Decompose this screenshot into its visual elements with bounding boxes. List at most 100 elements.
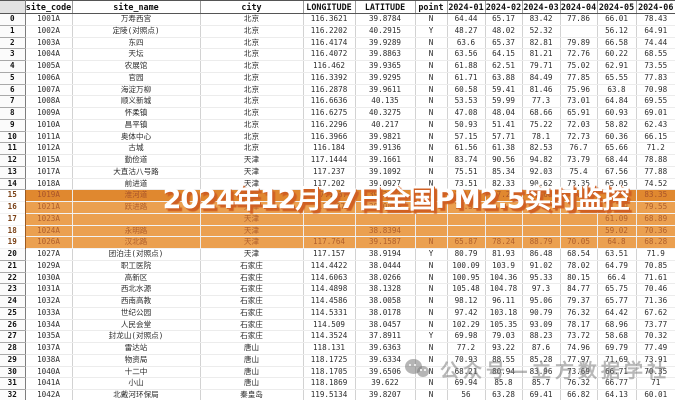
cell-2024-03: 93.09: [521, 319, 560, 332]
cell-site_name: 古城: [71, 142, 200, 155]
cell-2024-06: 71.36: [635, 295, 675, 308]
cell-LATITUDE: 39.6363: [354, 342, 415, 355]
table-row: 31 1041A 小山 唐山 118.1869 39.622 N 69.94 85.8 85.7 7…: [0, 377, 675, 390]
cell-2024-04: 77.14: [559, 189, 597, 202]
cell-2024-06: 71.2: [635, 142, 675, 155]
cell-2024-05: 64.8: [596, 236, 636, 249]
column-header-2024-03: 2024-03: [521, 0, 560, 14]
cell-point: N: [414, 272, 447, 285]
cell-2024-01: 64.44: [446, 13, 485, 26]
cell-site_name: 职工医院: [71, 260, 200, 273]
cell-2024-03: 95.68: [521, 189, 560, 202]
row-index: 6: [0, 84, 26, 97]
cell-2024-05: 65.66: [596, 142, 636, 155]
cell-LATITUDE: 39.6334: [354, 354, 415, 367]
cell-2024-06: 77.49: [635, 342, 675, 355]
cell-site_name: 淮河道: [71, 189, 200, 202]
table-row: 21 1029A 职工医院 石家庄 114.4422 38.0444 N 100.09 103.…: [0, 260, 675, 273]
cell-site_code: 1007A: [24, 84, 72, 97]
cell-2024-04: [559, 213, 597, 226]
table-row: 17 1023A 天津 61.09 68.89: [0, 213, 675, 226]
cell-city: 石家庄: [199, 319, 303, 332]
cell-site_code: 1030A: [24, 272, 72, 285]
table-row: 16 1021A 跃进路 天津 117.307 39.0877 N 78.33 71.29 79.…: [0, 201, 675, 214]
cell-city: 天津: [199, 189, 303, 202]
cell-LONGITUDE: 118.1869: [302, 377, 355, 390]
cell-site_name: 官园: [71, 72, 200, 85]
cell-2024-02: 79.03: [484, 330, 522, 343]
row-index: 13: [0, 166, 26, 179]
cell-2024-04: 66.82: [559, 389, 597, 400]
cell-point: N: [414, 166, 447, 179]
cell-2024-04: 72.73: [559, 131, 597, 144]
row-index: 26: [0, 319, 26, 332]
table-row: 1 1002A 定陵(对照点) 北京 116.2202 40.2915 Y 48.27 48.0…: [0, 25, 675, 38]
cell-2024-02: 51.41: [484, 119, 522, 132]
cell-site_code: 1012A: [24, 142, 72, 155]
cell-2024-05: 63.8: [596, 84, 636, 97]
cell-2024-04: 84.77: [559, 283, 597, 296]
cell-site_code: 1003A: [24, 37, 72, 50]
cell-site_code: 1004A: [24, 48, 72, 61]
cell-2024-04: [559, 201, 597, 214]
cell-point: N: [414, 366, 447, 379]
cell-site_name: 顺义新城: [71, 95, 200, 108]
row-index: 2: [0, 37, 26, 50]
cell-site_name: 西北水源: [71, 283, 200, 296]
cell-2024-03: 88.79: [521, 236, 560, 249]
table-row: 9 1010A 昌平镇 北京 116.2296 40.217 N 50.93 51.41 75.2…: [0, 119, 675, 132]
cell-point: N: [414, 260, 447, 273]
cell-2024-03: 69.41: [521, 389, 560, 400]
cell-2024-05: 71.69: [596, 354, 636, 367]
cell-site_name: 东四: [71, 37, 200, 50]
cell-2024-01: 69.98: [446, 330, 485, 343]
cell-2024-02: 93.22: [484, 342, 522, 355]
row-index: 24: [0, 295, 26, 308]
cell-city: 石家庄: [199, 307, 303, 320]
cell-LONGITUDE: 114.5331: [302, 307, 355, 320]
cell-city: 天津: [199, 213, 303, 226]
row-index: 28: [0, 342, 26, 355]
cell-point: N: [414, 119, 447, 132]
cell-site_code: 1031A: [24, 283, 72, 296]
cell-point: N: [414, 307, 447, 320]
cell-2024-01: 65.87: [446, 236, 485, 249]
cell-2024-01: 102.29: [446, 319, 485, 332]
cell-city: 唐山: [199, 342, 303, 355]
cell-LATITUDE: 40.3275: [354, 107, 415, 120]
table-row: 15 1019A 淮河道 天津 117.1837 39.2133 N 76.65 87.27 95…: [0, 189, 675, 202]
cell-site_code: 1034A: [24, 319, 72, 332]
cell-2024-01: 60.58: [446, 84, 485, 97]
row-index: 29: [0, 354, 26, 367]
cell-site_name: 勤俭道: [71, 154, 200, 167]
table-row: 11 1012A 古城 北京 116.184 39.9136 N 61.56 61.38 82.5…: [0, 142, 675, 155]
cell-LATITUDE: 39.1092: [354, 166, 415, 179]
cell-2024-06: 74.52: [635, 178, 675, 191]
cell-2024-02: 96.11: [484, 295, 522, 308]
cell-site_code: 1038A: [24, 354, 72, 367]
cell-site_name: 汉北路: [71, 236, 200, 249]
cell-2024-04: 79.89: [559, 37, 597, 50]
cell-site_name: 怀柔镇: [71, 107, 200, 120]
cell-2024-01: 97.42: [446, 307, 485, 320]
cell-LONGITUDE: 117.157: [302, 248, 355, 261]
cell-2024-02: 104.78: [484, 283, 522, 296]
cell-LONGITUDE: 117.307: [302, 201, 355, 214]
cell-site_code: 1032A: [24, 295, 72, 308]
cell-2024-05: 58.82: [596, 119, 636, 132]
cell-site_code: 1010A: [24, 119, 72, 132]
cell-site_name: 前进道: [71, 178, 200, 191]
cell-LATITUDE: 39.9295: [354, 72, 415, 85]
row-index: 22: [0, 272, 26, 285]
table-row: 20 1027A 团泊洼(对照点) 天津 117.157 38.9194 Y 80.79 81.…: [0, 248, 675, 261]
cell-site_name: 农展馆: [71, 60, 200, 73]
cell-2024-01: 76.65: [446, 189, 485, 202]
cell-site_code: 1033A: [24, 307, 72, 320]
cell-2024-03: 84.49: [521, 72, 560, 85]
cell-2024-06: 78.88: [635, 154, 675, 167]
cell-LATITUDE: 39.9821: [354, 131, 415, 144]
cell-site_name: 海淀万柳: [71, 84, 200, 97]
cell-2024-06: 74.44: [635, 37, 675, 50]
cell-LONGITUDE: 116.184: [302, 142, 355, 155]
cell-LATITUDE: 38.1328: [354, 283, 415, 296]
